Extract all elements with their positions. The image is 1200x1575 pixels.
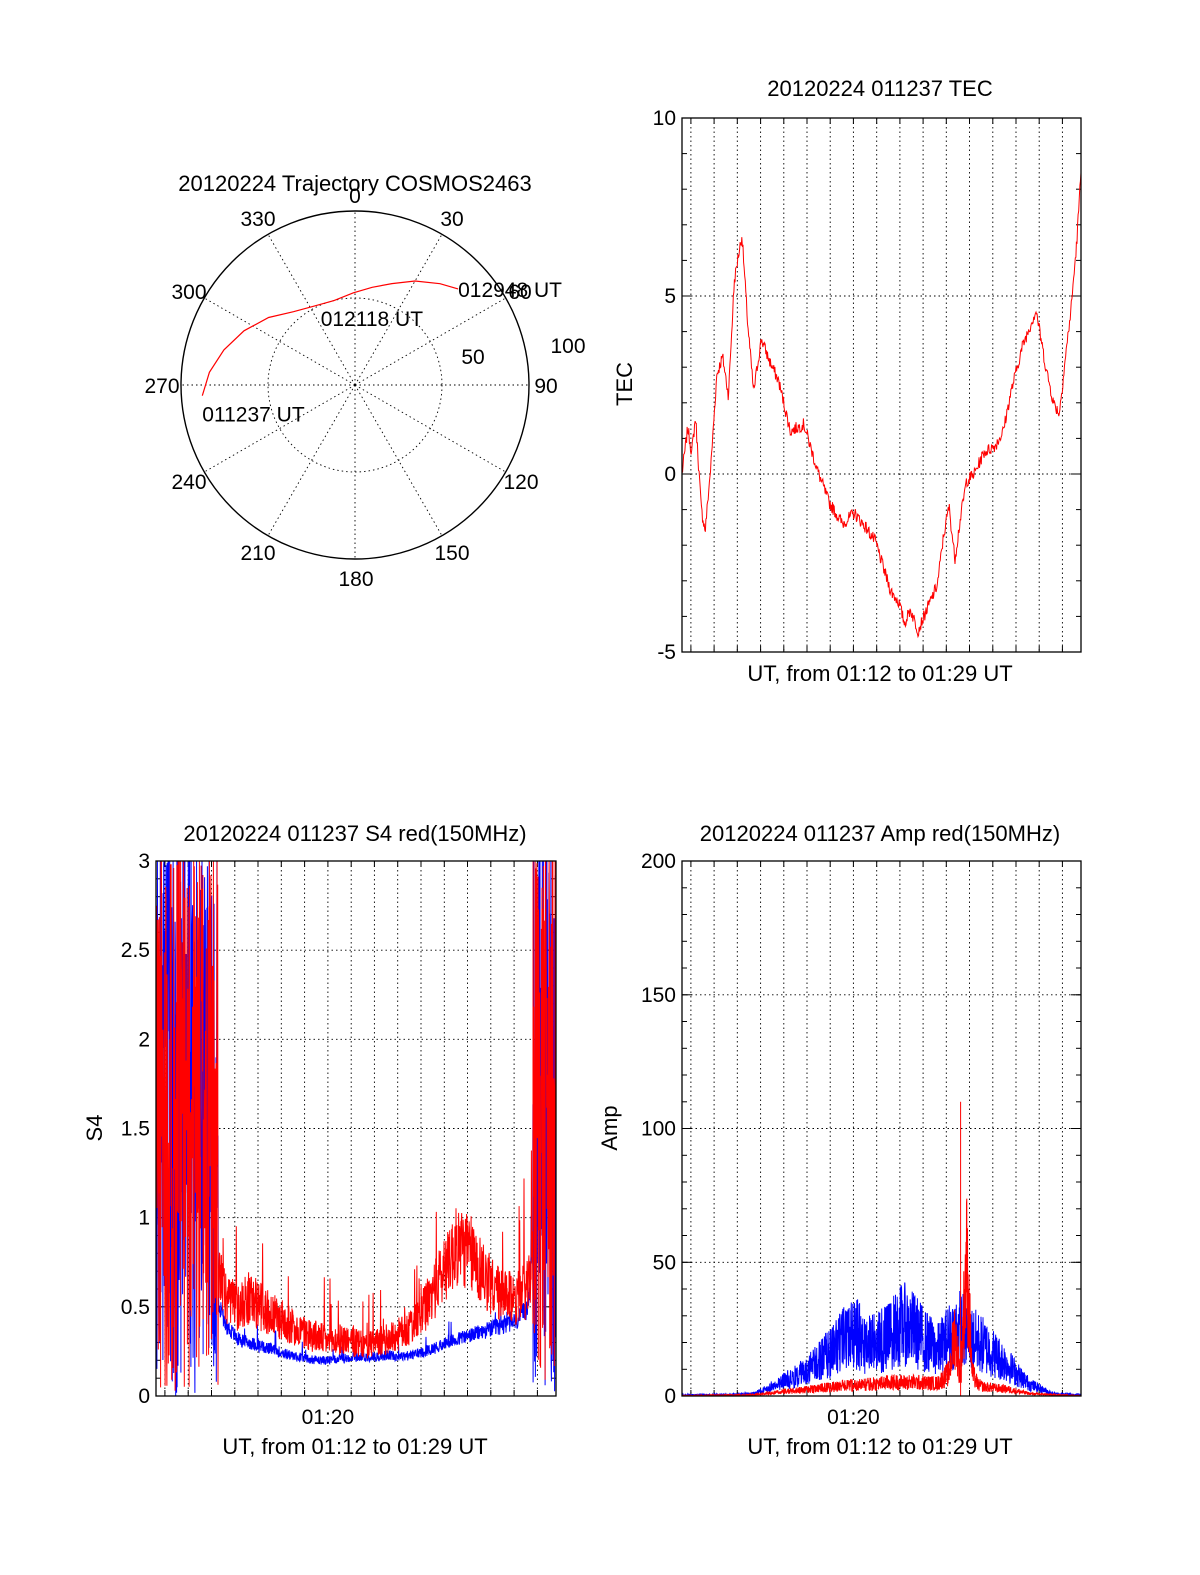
y-tick-label: 0 [138,1385,150,1408]
trajectory-title: 20120224 Trajectory COSMOS2463 [178,171,531,196]
x-tick-label: 01:20 [827,1406,880,1429]
trajectory-line [201,280,459,396]
y-tick-label: 5 [664,285,676,308]
polar-radial-label: 50 [461,346,484,369]
polar-spoke [204,384,356,473]
polar-azimuth-label: 30 [440,208,463,231]
polar-azimuth-label: 0 [349,185,361,208]
y-tick-label: -5 [657,641,676,664]
polar-azimuth-label: 120 [503,471,538,494]
s4-x-label: UT, from 01:12 to 01:29 UT [222,1434,487,1459]
amp-y-label: Amp [597,1105,622,1150]
amp-series-line [682,1198,1081,1396]
tec-x-label: UT, from 01:12 to 01:29 UT [747,661,1012,686]
tec-y-label: TEC [612,362,637,406]
trajectory-time-label: 011237 UT [202,404,305,427]
amp-frame [681,860,1082,1397]
y-tick-label: 150 [641,984,676,1007]
polar-spoke [354,297,506,386]
polar-grid-circle [267,297,443,473]
x-tick-label: 01:20 [302,1406,355,1429]
tec-series-line [682,172,1081,639]
y-tick-label: 3 [138,850,150,873]
s4-series-line [156,861,556,1396]
amp-chart: 20120224 011237 Amp red(150MHz) Amp UT, … [597,821,1082,1459]
polar-azimuth-label: 300 [171,281,206,304]
polar-ticks: 0 30 60 90 120 150 180 210 240 270 300 330 50 100 [144,185,585,591]
polar-annotations: 011237 UT 012118 UT 012948 UT [202,279,562,427]
s4-series [156,861,556,1396]
s4-series-line [156,861,556,1391]
y-tick-label: 2 [138,1028,150,1051]
y-tick-label: 1.5 [121,1118,150,1141]
s4-title: 20120224 011237 S4 red(150MHz) [183,821,526,846]
polar-trajectory-line [201,280,459,396]
y-tick-label: 1 [138,1207,150,1230]
tec-plot-area: -5 0 5 10 [653,107,1081,664]
polar-azimuth-label: 330 [240,208,275,231]
y-tick-label: 200 [641,850,676,873]
tec-series [682,172,1081,639]
polar-spoke [267,234,356,386]
tec-title: 20120224 011237 TEC [767,76,993,101]
polar-spoke [354,384,506,473]
polar-radial-label: 100 [550,335,585,358]
polar-spoke [267,384,356,536]
y-tick-label: 0 [664,1385,676,1408]
tec-frame [681,117,1082,653]
amp-x-label: UT, from 01:12 to 01:29 UT [747,1434,1012,1459]
y-tick-label: 0.5 [121,1296,150,1319]
polar-azimuth-label: 180 [338,568,373,591]
polar-azimuth-label: 270 [144,375,179,398]
polar-spoke [354,234,443,386]
amp-title: 20120224 011237 Amp red(150MHz) [700,821,1060,846]
s4-frame [155,860,557,1397]
y-tick-label: 50 [653,1251,676,1274]
polar-azimuth-label: 90 [534,375,557,398]
trajectory-time-label: 012118 UT [321,308,424,331]
amp-series [682,1101,1081,1396]
tec-chart: 20120224 011237 TEC TEC UT, from 01:12 t… [612,76,1082,686]
y-tick-label: 0 [664,463,676,486]
s4-chart: 20120224 011237 S4 red(150MHz) S4 UT, fr… [82,821,557,1459]
polar-azimuth-label: 240 [171,471,206,494]
y-tick-label: 10 [653,107,676,130]
polar-azimuth-label: 150 [434,542,469,565]
trajectory-time-label: 012948 UT [458,279,562,302]
polar-outer-circle [180,210,530,560]
polar-azimuth-label: 60 [508,281,531,304]
trajectory-polar-chart: 20120224 Trajectory COSMOS2463 0 30 60 90 12… [144,171,585,591]
polar-spoke [204,297,356,386]
polar-azimuth-label: 210 [240,542,275,565]
polar-grid [180,210,530,560]
polar-spoke [354,384,443,536]
s4-y-label: S4 [82,1115,107,1142]
y-tick-label: 2.5 [121,939,150,962]
y-tick-label: 100 [641,1118,676,1141]
